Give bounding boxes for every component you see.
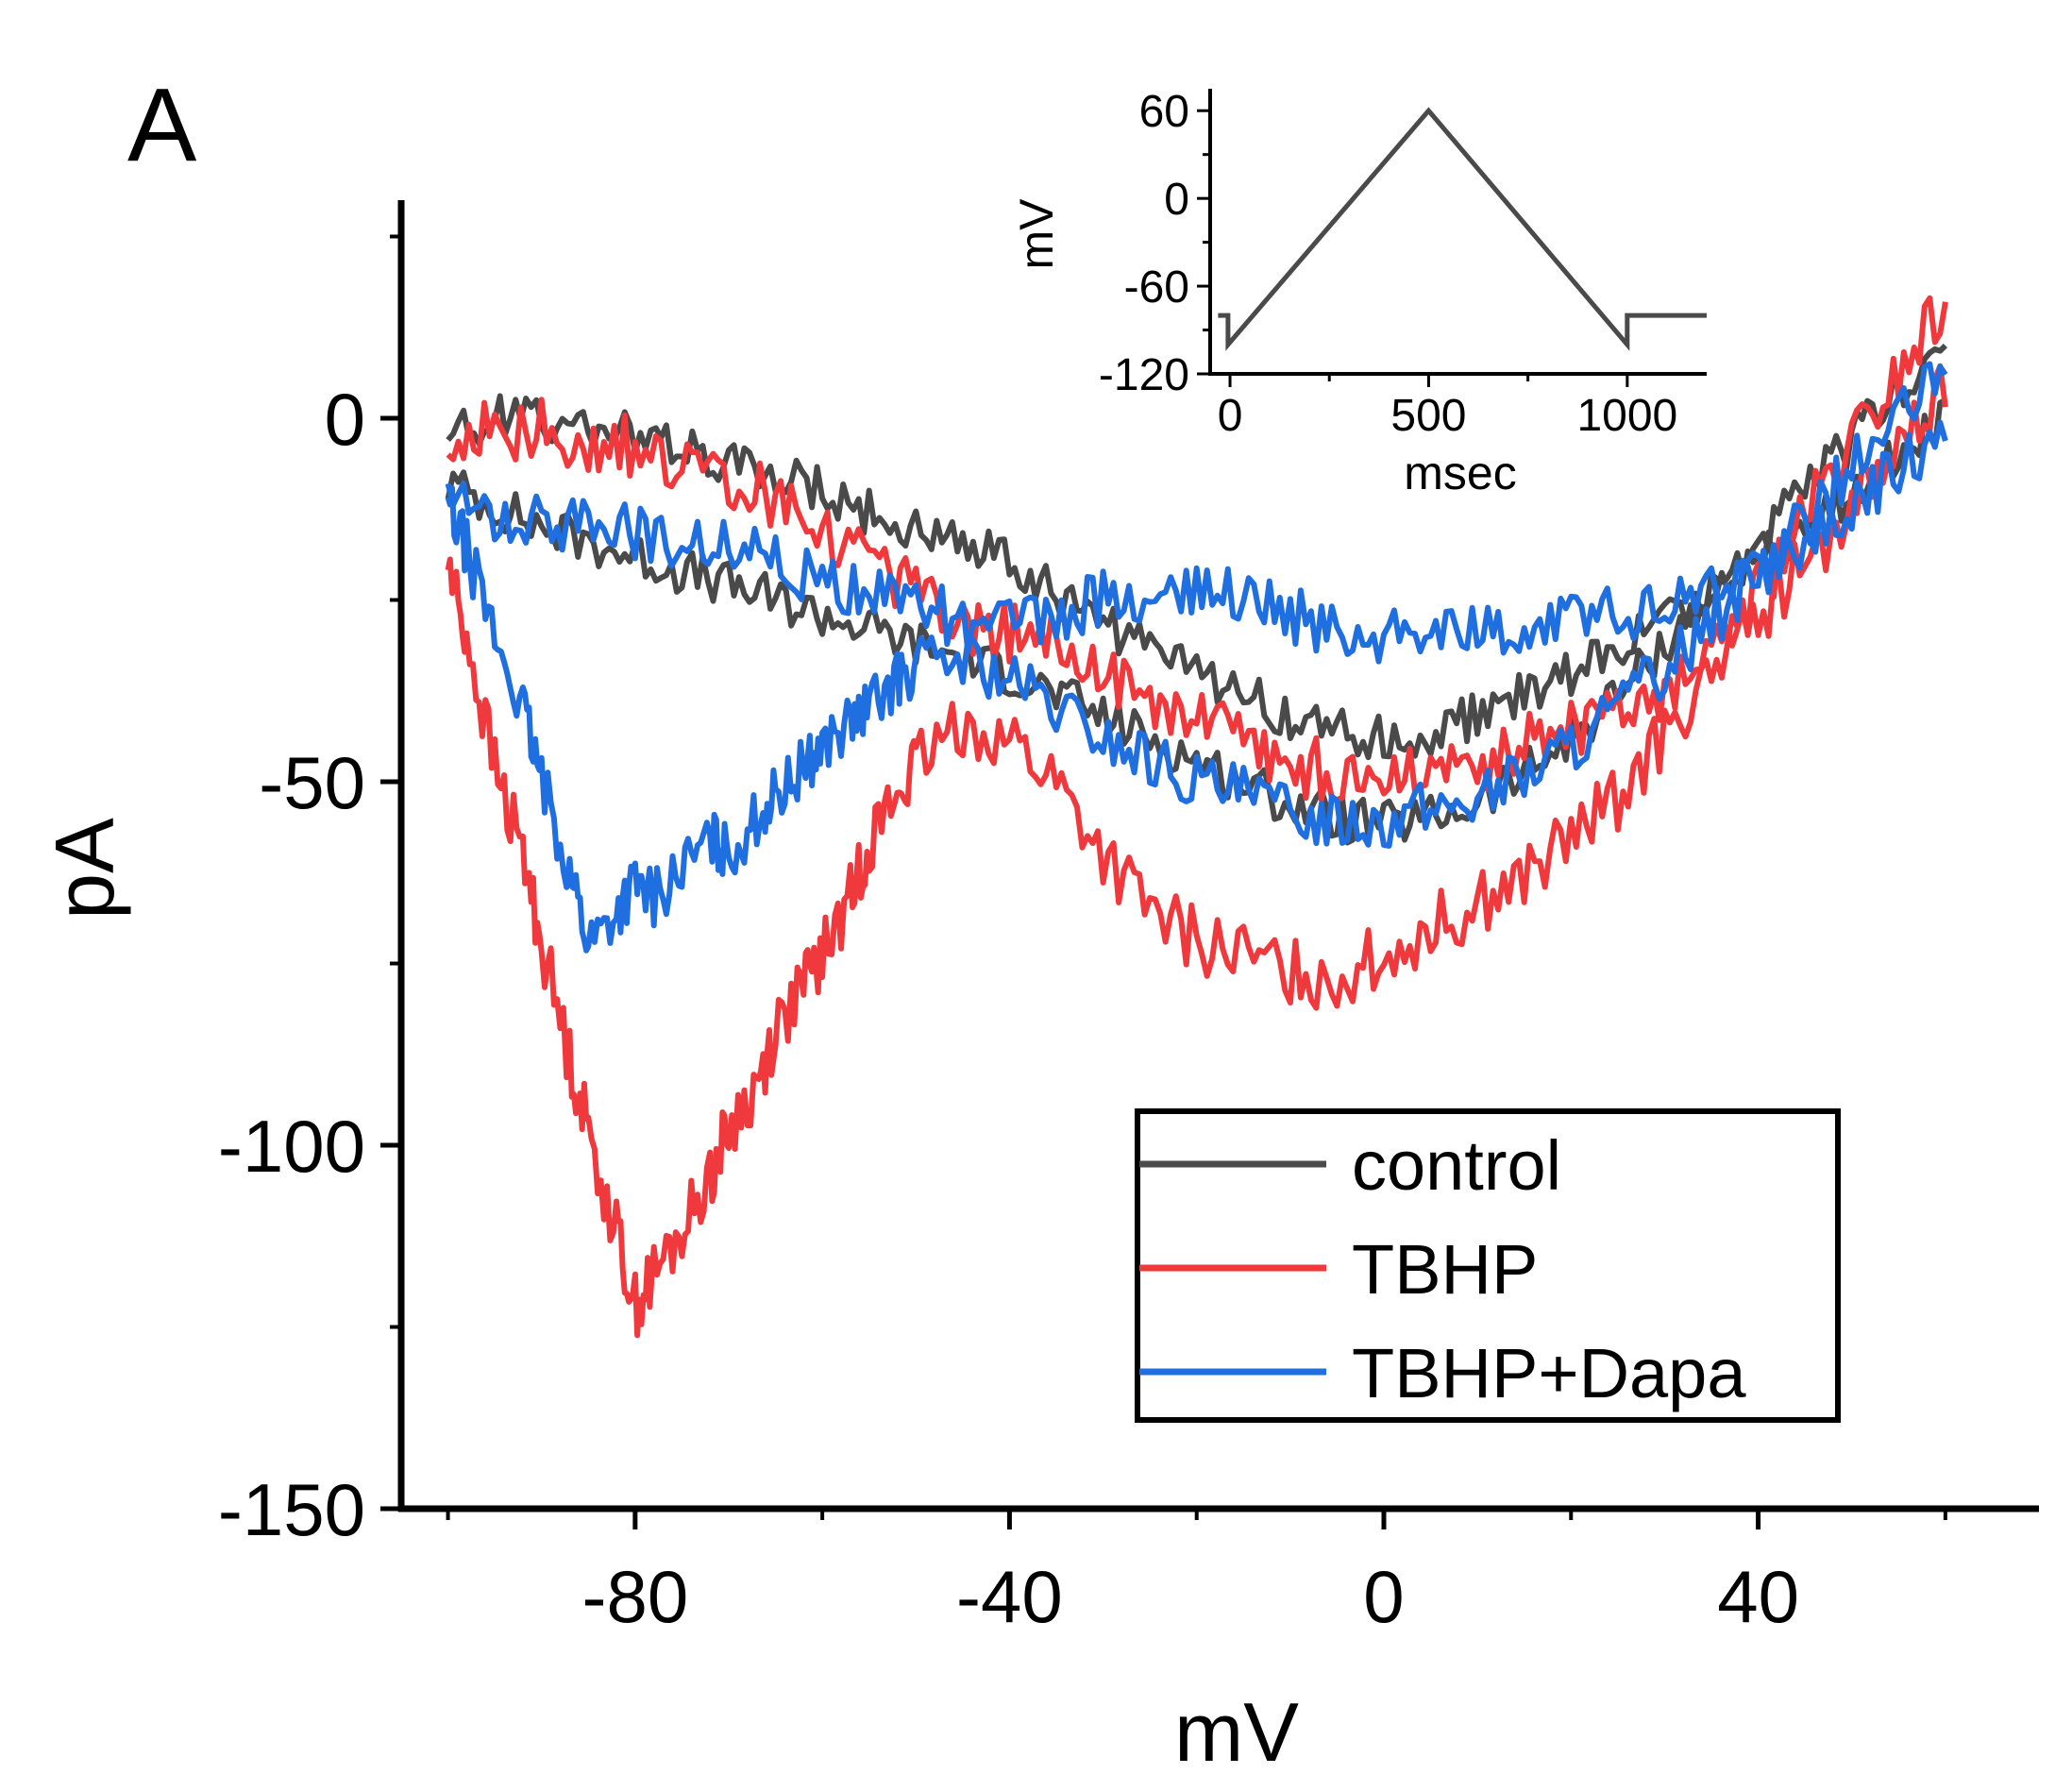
inset-x-tick-label: 0 <box>1218 391 1243 441</box>
inset-y-tick-label: -60 <box>1124 262 1189 313</box>
inset-x-ticks: 0 500 1000 <box>1218 374 1677 441</box>
main-y-axis-title: pA <box>38 818 131 920</box>
main-x-axis-title: mV <box>1174 1685 1299 1779</box>
series-tbhp-ramp-down <box>446 363 1948 803</box>
main-y-tick-label: -100 <box>218 1105 365 1188</box>
panel-label: A <box>127 67 197 183</box>
inset-chart: 0 500 1000 60 0 -60 -120 msec mV <box>1010 87 1707 499</box>
main-x-ticks: -80 -40 0 40 <box>446 1509 1947 1638</box>
legend-label-control: control <box>1352 1126 1561 1205</box>
series-tbhp-dapa-ramp-down <box>445 419 1948 665</box>
main-series-group <box>445 295 1948 1339</box>
inset-y-tick-label: 0 <box>1164 175 1189 225</box>
main-y-tick-label: 0 <box>325 378 365 461</box>
main-chart: -80 -40 0 40 0 -50 -100 -150 mV pA control TBH… <box>38 200 2039 1779</box>
inset-y-axis-title: mV <box>1010 198 1063 270</box>
legend-label-tbhp-dapa: TBHP+Dapa <box>1352 1334 1746 1412</box>
legend: control TBHP TBHP+Dapa <box>1135 1108 1841 1423</box>
inset-y-tick-label: -120 <box>1099 350 1189 400</box>
inset-y-ticks: 60 0 -60 -120 <box>1099 87 1210 400</box>
main-x-tick-label: 0 <box>1363 1555 1404 1638</box>
series-tbhp-dapa-ramp-up <box>445 361 1948 954</box>
inset-axes <box>1208 89 1707 376</box>
inset-voltage-protocol-line <box>1218 107 1707 351</box>
inset-x-axis-title: msec <box>1404 447 1516 499</box>
main-x-tick-label: 40 <box>1717 1555 1799 1638</box>
inset-x-tick-label: 1000 <box>1576 391 1677 441</box>
legend-label-tbhp: TBHP <box>1352 1230 1538 1309</box>
main-y-ticks: 0 -50 -100 -150 <box>218 234 401 1551</box>
inset-series-group <box>1218 107 1707 351</box>
series-tbhp-ramp-up <box>445 295 1948 1339</box>
main-y-tick-label: -50 <box>259 741 365 824</box>
inset-x-tick-label: 500 <box>1390 391 1466 441</box>
inset-y-tick-label: 60 <box>1139 87 1189 137</box>
main-x-tick-label: -80 <box>581 1555 688 1638</box>
main-y-tick-label: -150 <box>218 1468 365 1551</box>
main-x-tick-label: -40 <box>956 1555 1063 1638</box>
